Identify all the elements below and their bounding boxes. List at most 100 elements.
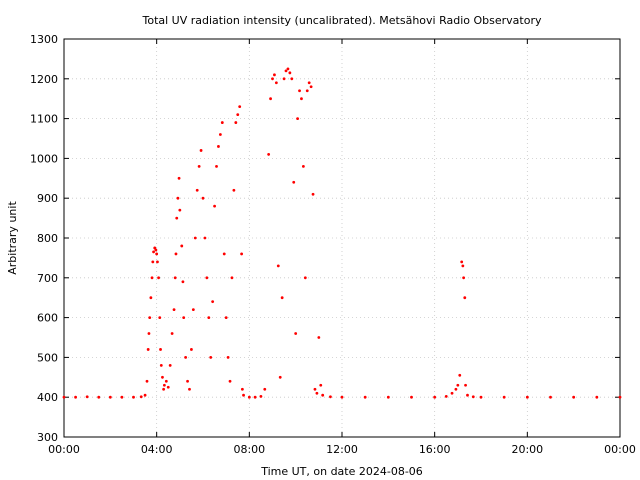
data-point — [549, 395, 552, 399]
data-point — [461, 264, 465, 268]
data-point — [157, 276, 160, 280]
data-point — [242, 393, 245, 397]
data-point — [211, 300, 215, 304]
data-point — [296, 117, 299, 120]
data-point — [152, 250, 155, 254]
data-point — [433, 395, 437, 399]
y-tick-label: 900 — [37, 192, 58, 205]
data-point — [319, 383, 323, 387]
data-point — [462, 276, 466, 280]
x-tick-label: 08:00 — [233, 443, 265, 456]
data-point — [224, 316, 228, 319]
data-point — [120, 395, 124, 399]
data-point — [236, 113, 240, 117]
data-point — [263, 387, 267, 391]
data-point — [207, 316, 211, 319]
data-point — [188, 387, 191, 391]
data-point — [205, 276, 209, 280]
data-point — [146, 348, 150, 351]
data-point — [460, 260, 464, 264]
data-point — [222, 252, 226, 256]
chart-title: Total UV radiation intensity (uncalibrat… — [142, 14, 542, 27]
y-tick-label: 1300 — [30, 33, 58, 46]
data-point — [132, 395, 135, 399]
data-point — [215, 164, 218, 168]
data-point — [178, 208, 182, 212]
data-point — [240, 252, 244, 256]
data-point — [139, 395, 143, 399]
y-tick-label: 700 — [37, 272, 58, 285]
data-point — [300, 97, 303, 101]
data-point — [108, 395, 112, 399]
data-point — [186, 379, 189, 383]
y-tick-label: 500 — [37, 351, 58, 364]
data-point — [176, 196, 180, 200]
data-point — [172, 308, 176, 312]
data-point — [271, 77, 274, 81]
y-tick-label: 400 — [37, 391, 58, 404]
data-point — [290, 77, 294, 81]
data-point — [199, 149, 203, 152]
data-point — [471, 395, 475, 399]
data-point — [145, 379, 149, 383]
data-point — [220, 121, 224, 124]
axis-ticks: 300 400 500 600 700 800 900 1000 1100 1200 1300 00:… — [30, 33, 636, 456]
data-point — [173, 276, 177, 280]
data-point — [151, 260, 155, 264]
data-point — [190, 348, 193, 351]
data-point — [203, 236, 207, 240]
data-point — [193, 236, 197, 240]
data-point — [315, 391, 319, 395]
data-point — [305, 89, 309, 93]
data-point — [479, 395, 483, 399]
x-tick-label: 12:00 — [326, 443, 358, 456]
data-point — [191, 308, 195, 312]
data-point — [154, 248, 158, 252]
data-point — [197, 164, 201, 168]
data-point — [159, 348, 162, 351]
data-point — [148, 316, 152, 319]
y-tick-label: 1100 — [30, 113, 58, 126]
data-point — [195, 188, 199, 192]
data-point — [85, 395, 89, 399]
data-point — [458, 373, 462, 377]
data-point — [340, 395, 344, 399]
data-point — [150, 276, 154, 280]
data-point — [74, 395, 77, 399]
data-point — [301, 164, 305, 168]
data-point — [278, 375, 282, 379]
data-point — [177, 176, 181, 180]
data-point — [170, 332, 174, 335]
data-point — [147, 332, 151, 335]
y-tick-label: 1000 — [30, 152, 58, 165]
data-point — [149, 296, 153, 300]
x-tick-label: 20:00 — [511, 443, 543, 456]
data-point — [292, 180, 296, 184]
data-point — [595, 395, 599, 399]
y-tick-label: 800 — [37, 232, 58, 245]
data-point — [240, 387, 244, 391]
data-point — [181, 280, 185, 284]
data-points — [62, 67, 622, 399]
data-point — [363, 395, 367, 399]
data-point — [247, 395, 251, 399]
x-tick-label: 16:00 — [419, 443, 451, 456]
data-point — [267, 153, 271, 156]
data-point — [166, 385, 170, 389]
data-point — [463, 296, 467, 300]
data-point — [303, 276, 307, 280]
data-point — [288, 71, 292, 75]
data-point — [282, 77, 286, 81]
data-point — [226, 356, 230, 359]
data-point — [164, 379, 168, 383]
data-point — [143, 393, 147, 397]
data-point — [317, 336, 321, 339]
y-tick-label: 1200 — [30, 73, 58, 86]
data-point — [464, 383, 467, 387]
data-point — [276, 264, 280, 268]
data-point — [321, 393, 325, 397]
data-point — [238, 105, 242, 109]
data-point — [313, 387, 317, 391]
data-point — [174, 252, 178, 256]
